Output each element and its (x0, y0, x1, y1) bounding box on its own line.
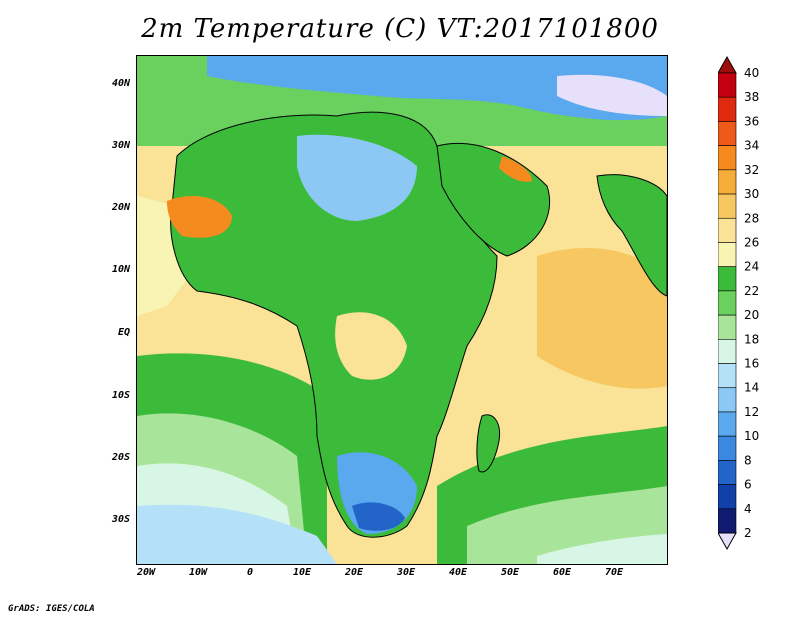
colorbar-label: 12 (744, 405, 759, 419)
lon-label: 50E (500, 567, 520, 578)
madagascar-land (476, 414, 501, 473)
lon-label: 20E (344, 567, 364, 578)
colorbar-label: 14 (744, 381, 759, 395)
lon-label: 10W (188, 567, 208, 578)
colorbar: 40 38 36 34 32 30 28 26 24 22 20 18 16 14 12 10 8 6 4 2 (718, 55, 759, 551)
colorbar-box (718, 217, 737, 243)
colorbar-label: 38 (744, 90, 759, 104)
colorbar-label: 34 (744, 139, 759, 153)
colorbar-bottom-arrow (718, 532, 737, 551)
colorbar-box (718, 169, 737, 195)
lat-label: 10S (111, 390, 130, 401)
temperature-map (136, 55, 668, 565)
lon-label: 20W (136, 567, 156, 578)
colorbar-box (718, 411, 737, 437)
lon-label: 40E (448, 567, 468, 578)
congo-warm-area (335, 312, 407, 380)
colorbar-label: 20 (744, 308, 759, 322)
lat-label: 30S (111, 514, 130, 525)
colorbar-box (718, 96, 737, 122)
gulf-hot-area (499, 156, 532, 182)
lon-label: 30E (396, 567, 416, 578)
colorbar-top-arrow (718, 55, 737, 74)
lat-label: EQ (117, 327, 130, 338)
colorbar-label: 6 (744, 478, 752, 492)
chart-title: 2m Temperature (C) VT:2017101800 (141, 14, 659, 44)
colorbar-box (718, 72, 737, 98)
colorbar-box (718, 145, 737, 171)
colorbar-label: 16 (744, 357, 759, 371)
lesotho-cold-area (352, 502, 405, 531)
colorbar-label: 36 (744, 114, 759, 128)
lat-label: 40N (111, 78, 130, 89)
colorbar-box (718, 435, 737, 461)
colorbar-label: 18 (744, 332, 759, 346)
colorbar-label: 10 (744, 429, 759, 443)
africa-land (170, 111, 498, 538)
colorbar-label: 26 (744, 235, 759, 249)
colorbar-label: 30 (744, 187, 759, 201)
lon-label: 0 (246, 567, 254, 578)
footer-credit: GrADS: IGES/COLA (8, 604, 95, 614)
lon-label: 70E (604, 567, 624, 578)
colorbar-label: 4 (744, 502, 752, 516)
indian-ocean-warm (537, 247, 667, 389)
colorbar-label: 28 (744, 211, 759, 225)
south-atlantic-blue (137, 504, 337, 564)
colorbar-box (718, 363, 737, 389)
colorbar-box (718, 242, 737, 267)
colorbar-box (718, 290, 737, 316)
south-indian-pale (537, 534, 667, 564)
sahara-cool-area (297, 134, 417, 221)
lat-label: 30N (111, 140, 130, 151)
colorbar-label: 24 (744, 260, 759, 274)
colorbar-box (718, 484, 737, 510)
colorbar-box (718, 314, 737, 340)
colorbar-label: 22 (744, 284, 759, 298)
colorbar-label: 40 (744, 66, 759, 80)
north-cool-band (207, 56, 667, 121)
india-land (596, 174, 667, 297)
colorbar-label: 8 (744, 453, 752, 467)
lon-label: 60E (552, 567, 572, 578)
colorbar-box (718, 387, 737, 413)
colorbar-box (718, 193, 737, 219)
lon-label: 10E (292, 567, 312, 578)
colorbar-box (718, 121, 737, 146)
colorbar-label: 2 (744, 526, 752, 540)
lat-label: 10N (111, 264, 130, 275)
lat-label: 20S (111, 452, 130, 463)
colorbar-box (718, 266, 737, 292)
colorbar-box (718, 460, 737, 485)
colorbar-label: 32 (744, 163, 759, 177)
highlands-cold-area (557, 74, 667, 116)
colorbar-box (718, 508, 737, 534)
sahel-hot-area (167, 196, 232, 238)
colorbar-box (718, 339, 737, 364)
lat-label: 20N (111, 202, 130, 213)
map-canvas (137, 56, 667, 564)
